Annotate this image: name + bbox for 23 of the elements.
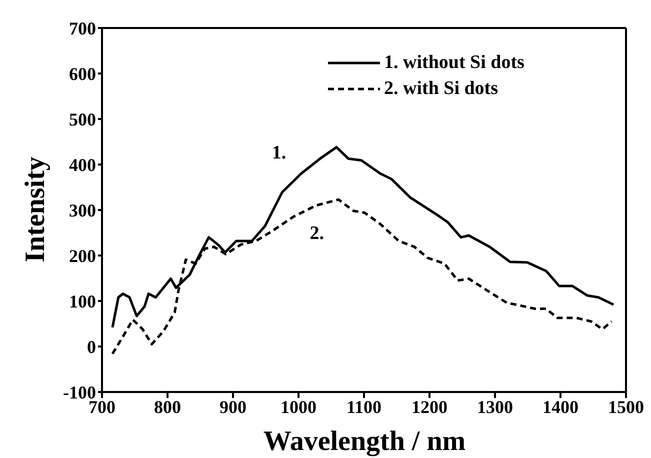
x-tick-label: 1400 bbox=[542, 396, 578, 417]
x-tick-label: 1200 bbox=[412, 396, 448, 417]
x-tick-label: 1300 bbox=[477, 396, 513, 417]
y-tick-label: 100 bbox=[69, 291, 96, 312]
x-tick-label: 1000 bbox=[280, 396, 316, 417]
y-tick-label: 500 bbox=[69, 109, 96, 130]
y-tick-label: 400 bbox=[69, 154, 96, 175]
x-axis-title: Wavelength / nm bbox=[263, 426, 466, 457]
legend-label: 1. without Si dots bbox=[384, 51, 524, 75]
x-tick-label: 900 bbox=[220, 396, 246, 417]
y-tick-label: -100 bbox=[63, 382, 96, 402]
x-tick-label: 800 bbox=[154, 396, 181, 417]
y-tick-label: 300 bbox=[69, 200, 96, 220]
y-tick-label: 700 bbox=[69, 18, 96, 38]
legend-label: 2. with Si dots bbox=[384, 77, 498, 101]
y-axis-title: Intensity bbox=[20, 156, 51, 262]
y-tick-label: 600 bbox=[69, 64, 96, 84]
x-tick-label: 1500 bbox=[608, 396, 644, 417]
annotation: 1. bbox=[272, 142, 286, 164]
annotation: 2. bbox=[310, 223, 324, 244]
y-tick-label: 200 bbox=[69, 246, 96, 266]
x-tick-label: 1100 bbox=[346, 396, 382, 417]
y-tick-label: 0 bbox=[87, 336, 96, 357]
